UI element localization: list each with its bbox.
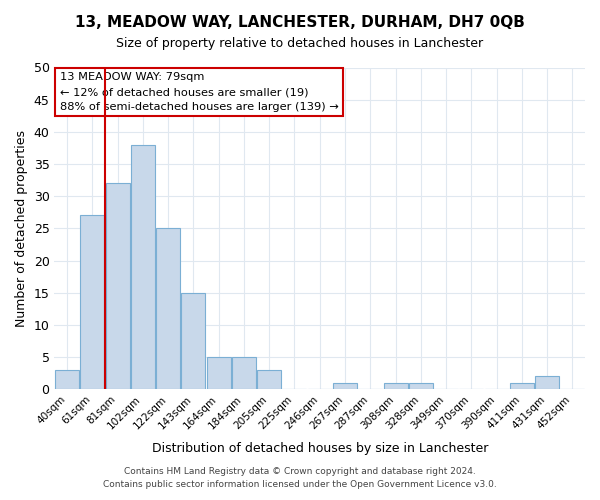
Text: Size of property relative to detached houses in Lanchester: Size of property relative to detached ho… — [116, 38, 484, 51]
Bar — [333, 382, 357, 389]
Bar — [206, 357, 230, 389]
Bar — [80, 216, 104, 389]
Bar — [232, 357, 256, 389]
Bar — [409, 382, 433, 389]
Bar — [535, 376, 559, 389]
Y-axis label: Number of detached properties: Number of detached properties — [15, 130, 28, 327]
Bar — [181, 292, 205, 389]
Bar — [383, 382, 407, 389]
Text: 13, MEADOW WAY, LANCHESTER, DURHAM, DH7 0QB: 13, MEADOW WAY, LANCHESTER, DURHAM, DH7 … — [75, 15, 525, 30]
Bar — [156, 228, 180, 389]
Bar — [131, 144, 155, 389]
X-axis label: Distribution of detached houses by size in Lanchester: Distribution of detached houses by size … — [152, 442, 488, 455]
Bar — [510, 382, 534, 389]
Bar — [106, 184, 130, 389]
Bar — [55, 370, 79, 389]
Text: 13 MEADOW WAY: 79sqm
← 12% of detached houses are smaller (19)
88% of semi-detac: 13 MEADOW WAY: 79sqm ← 12% of detached h… — [60, 72, 338, 112]
Bar — [257, 370, 281, 389]
Text: Contains HM Land Registry data © Crown copyright and database right 2024.
Contai: Contains HM Land Registry data © Crown c… — [103, 468, 497, 489]
